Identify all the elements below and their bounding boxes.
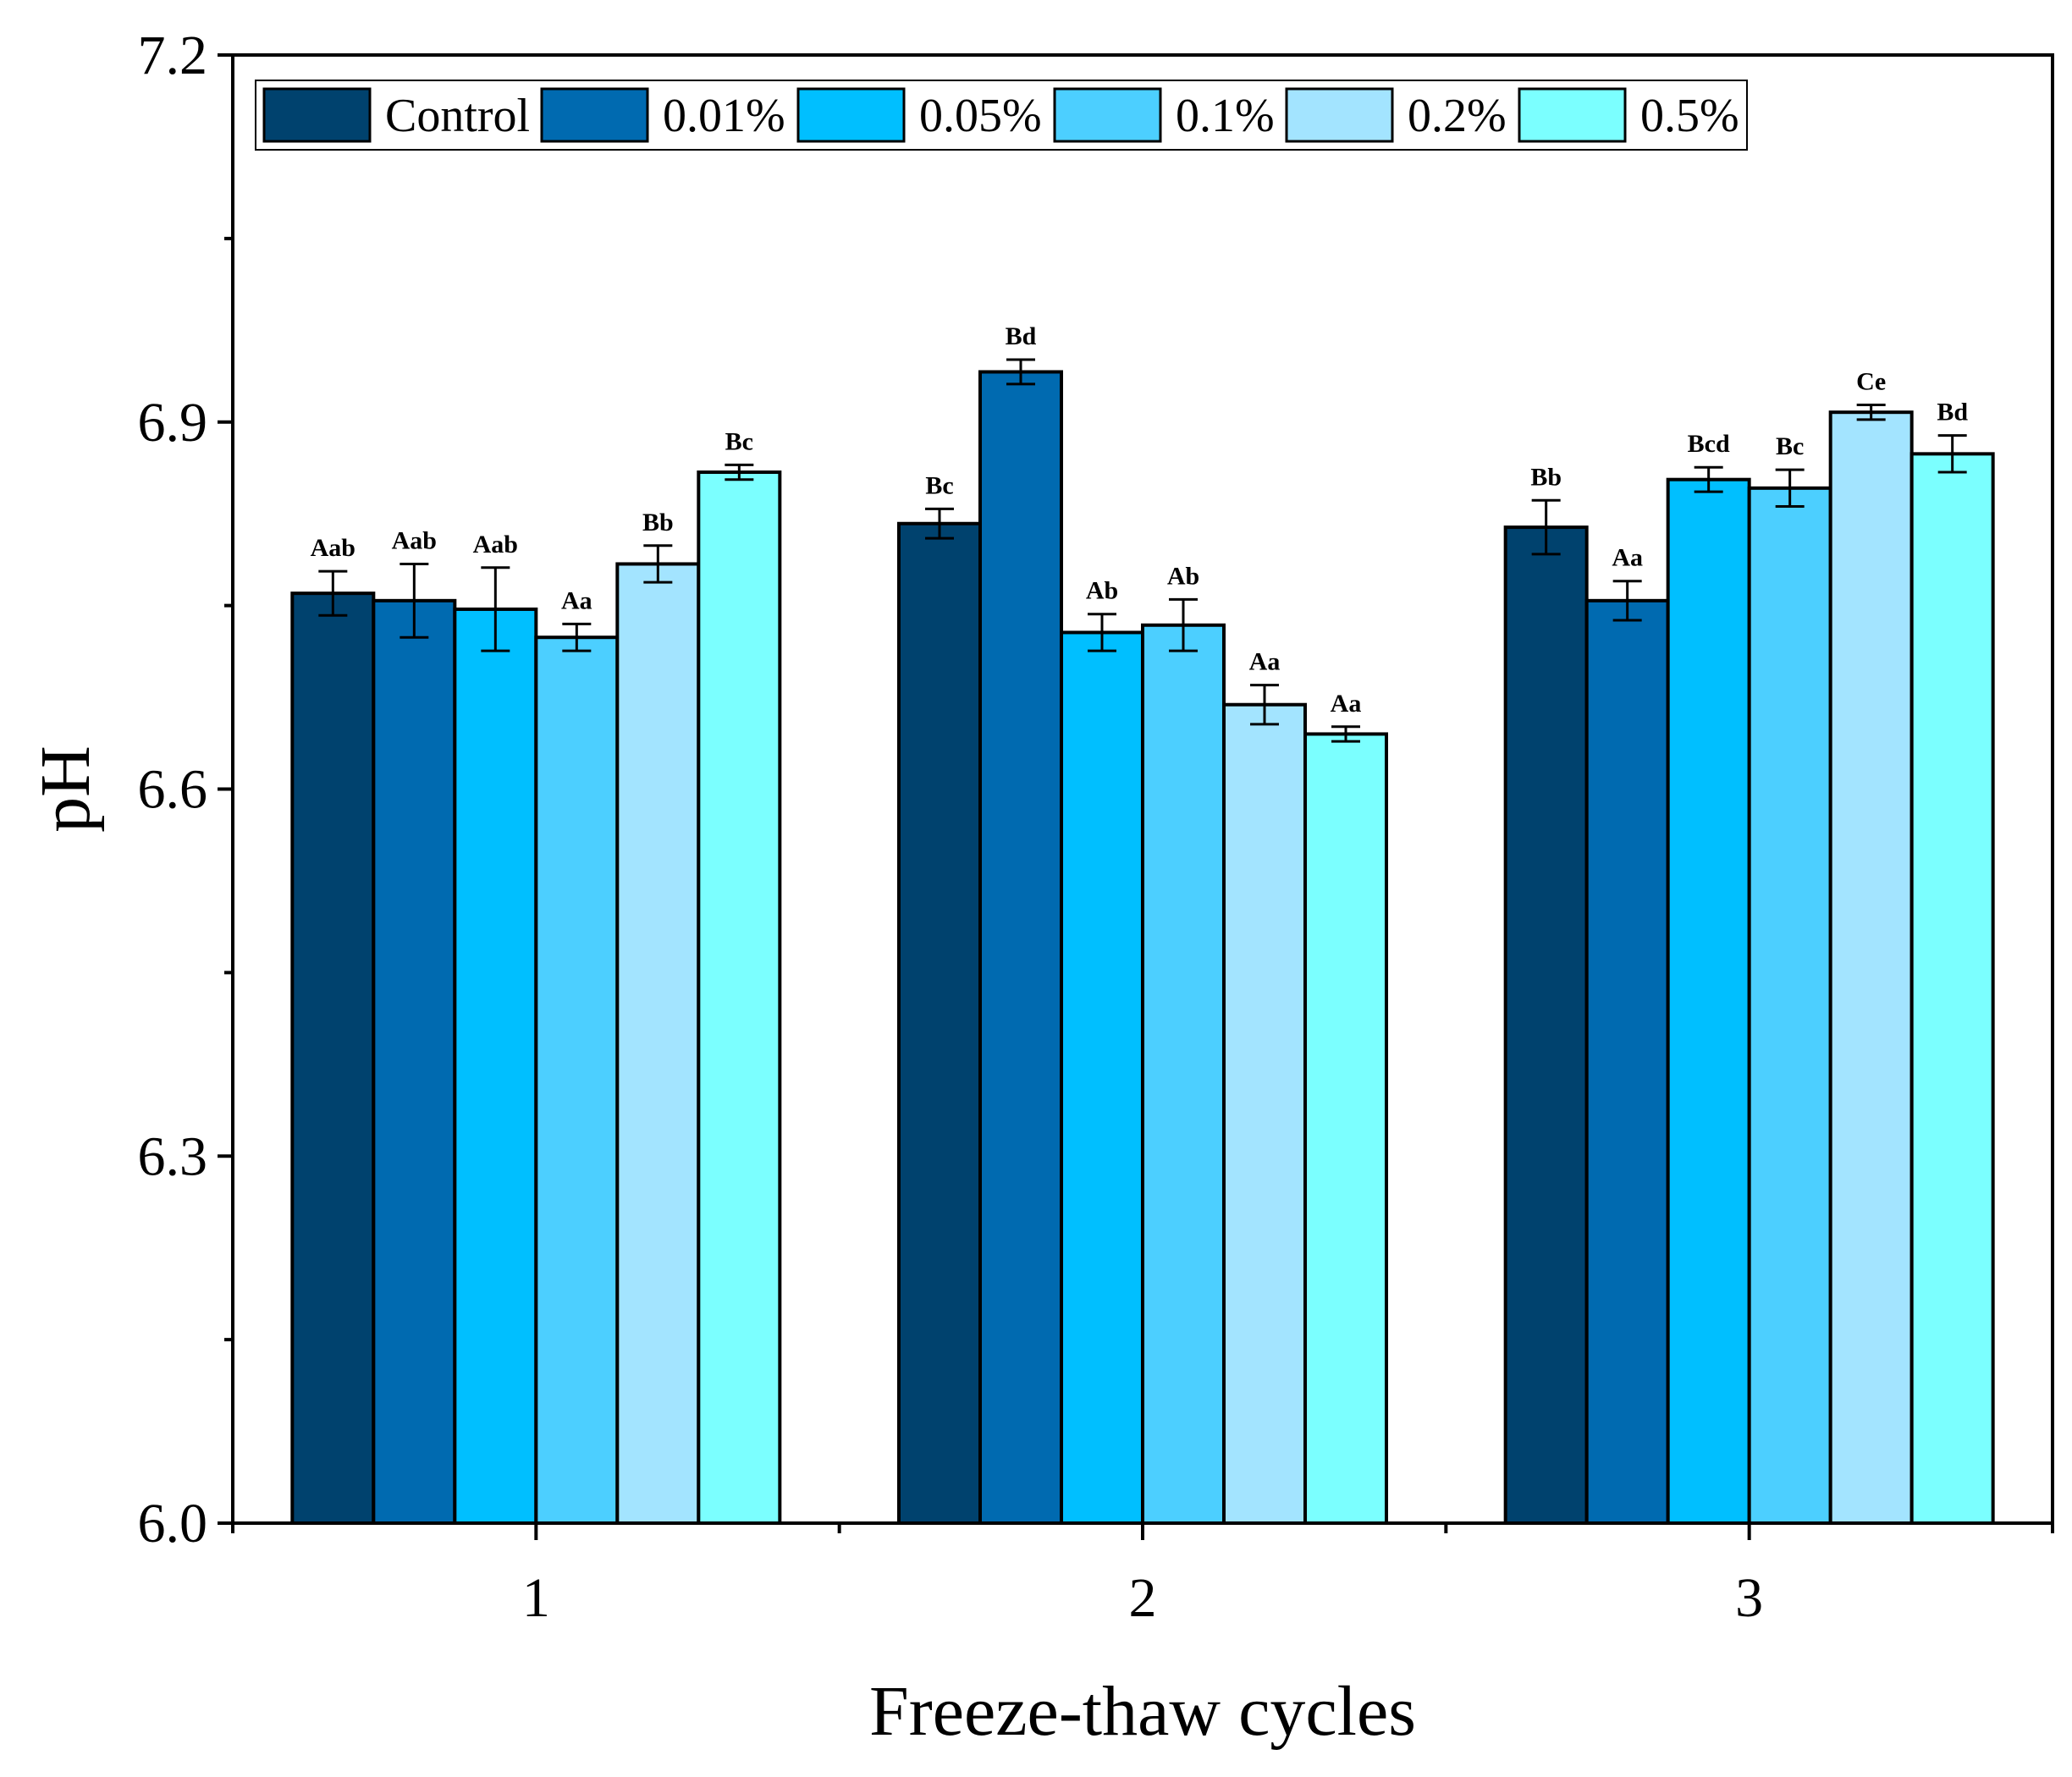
series-4: Bb Aa Ce bbox=[615, 368, 1914, 1525]
data-label: Aab bbox=[311, 534, 355, 562]
y-tick-label: 6.9 bbox=[138, 392, 208, 454]
data-label: Ce bbox=[1856, 368, 1886, 396]
legend-swatch bbox=[262, 87, 372, 143]
legend-label: 0.05% bbox=[919, 90, 1042, 142]
x-tick-label: 1 bbox=[522, 1567, 550, 1629]
bar bbox=[1584, 598, 1670, 1525]
legend-label: Control bbox=[385, 90, 530, 142]
bar bbox=[1222, 702, 1307, 1525]
data-label: Bc bbox=[1776, 432, 1804, 460]
bar bbox=[372, 598, 457, 1525]
data-label: Bd bbox=[1006, 322, 1037, 350]
data-label: Aab bbox=[473, 531, 518, 558]
data-label: Bcd bbox=[1688, 430, 1730, 458]
legend-swatch bbox=[1053, 87, 1162, 143]
data-label: Bc bbox=[925, 471, 953, 499]
bar bbox=[697, 470, 782, 1525]
x-axis-title: Freeze-thaw cycles bbox=[869, 1672, 1416, 1751]
y-tick-label: 6.0 bbox=[138, 1493, 208, 1554]
data-label: Aa bbox=[1249, 648, 1281, 676]
legend-swatch bbox=[1285, 87, 1394, 143]
bar bbox=[1503, 525, 1589, 1525]
y-axis-title: pH bbox=[26, 745, 105, 833]
series-2: Aab Ab Bcd bbox=[453, 430, 1751, 1525]
data-label: Bd bbox=[1937, 399, 1968, 426]
data-label: Bb bbox=[1530, 463, 1562, 491]
x-tick-label: 3 bbox=[1735, 1567, 1763, 1629]
bar bbox=[1909, 452, 1995, 1525]
y-tick-label: 7.2 bbox=[138, 25, 208, 86]
legend-label: 0.01% bbox=[663, 90, 785, 142]
series-1: Aab Bd Aa bbox=[372, 322, 1670, 1525]
data-label: Bc bbox=[725, 427, 753, 455]
data-label: Ab bbox=[1167, 562, 1199, 590]
bar bbox=[978, 370, 1063, 1525]
bar bbox=[1747, 486, 1832, 1526]
bar bbox=[1828, 410, 1914, 1525]
series-5: Bc Aa Bd bbox=[697, 399, 1995, 1525]
data-label: Aab bbox=[392, 526, 437, 554]
legend-label: 0.1% bbox=[1176, 90, 1275, 142]
bar bbox=[453, 607, 538, 1525]
data-label: Aa bbox=[1612, 544, 1643, 572]
legend-frame bbox=[255, 80, 1748, 151]
legend-swatch bbox=[796, 87, 906, 143]
data-label: Ab bbox=[1086, 577, 1118, 605]
bar bbox=[1060, 630, 1144, 1525]
legend-swatch bbox=[1518, 87, 1627, 143]
bar bbox=[534, 635, 620, 1525]
legend: Control 0.01% 0.05% 0.1% 0.2% 0.5% bbox=[255, 80, 1748, 151]
legend-label: 0.2% bbox=[1408, 90, 1507, 142]
bar bbox=[615, 562, 701, 1525]
x-tick-label: 2 bbox=[1129, 1567, 1157, 1629]
data-label: Bb bbox=[642, 509, 674, 536]
y-tick-label: 6.3 bbox=[138, 1125, 208, 1187]
data-label: Aa bbox=[561, 586, 592, 614]
bar bbox=[1141, 623, 1226, 1526]
series-3: Aa Ab Bc bbox=[534, 432, 1832, 1526]
series-0: Aab Bc Bb bbox=[290, 463, 1589, 1526]
legend-swatch bbox=[540, 87, 649, 143]
data-label: Aa bbox=[1331, 690, 1362, 718]
legend-label: 0.5% bbox=[1640, 90, 1739, 142]
bar bbox=[1666, 477, 1751, 1525]
bar bbox=[290, 591, 376, 1526]
bar bbox=[897, 521, 982, 1525]
bar bbox=[1303, 732, 1388, 1525]
y-tick-label: 6.6 bbox=[138, 759, 208, 821]
